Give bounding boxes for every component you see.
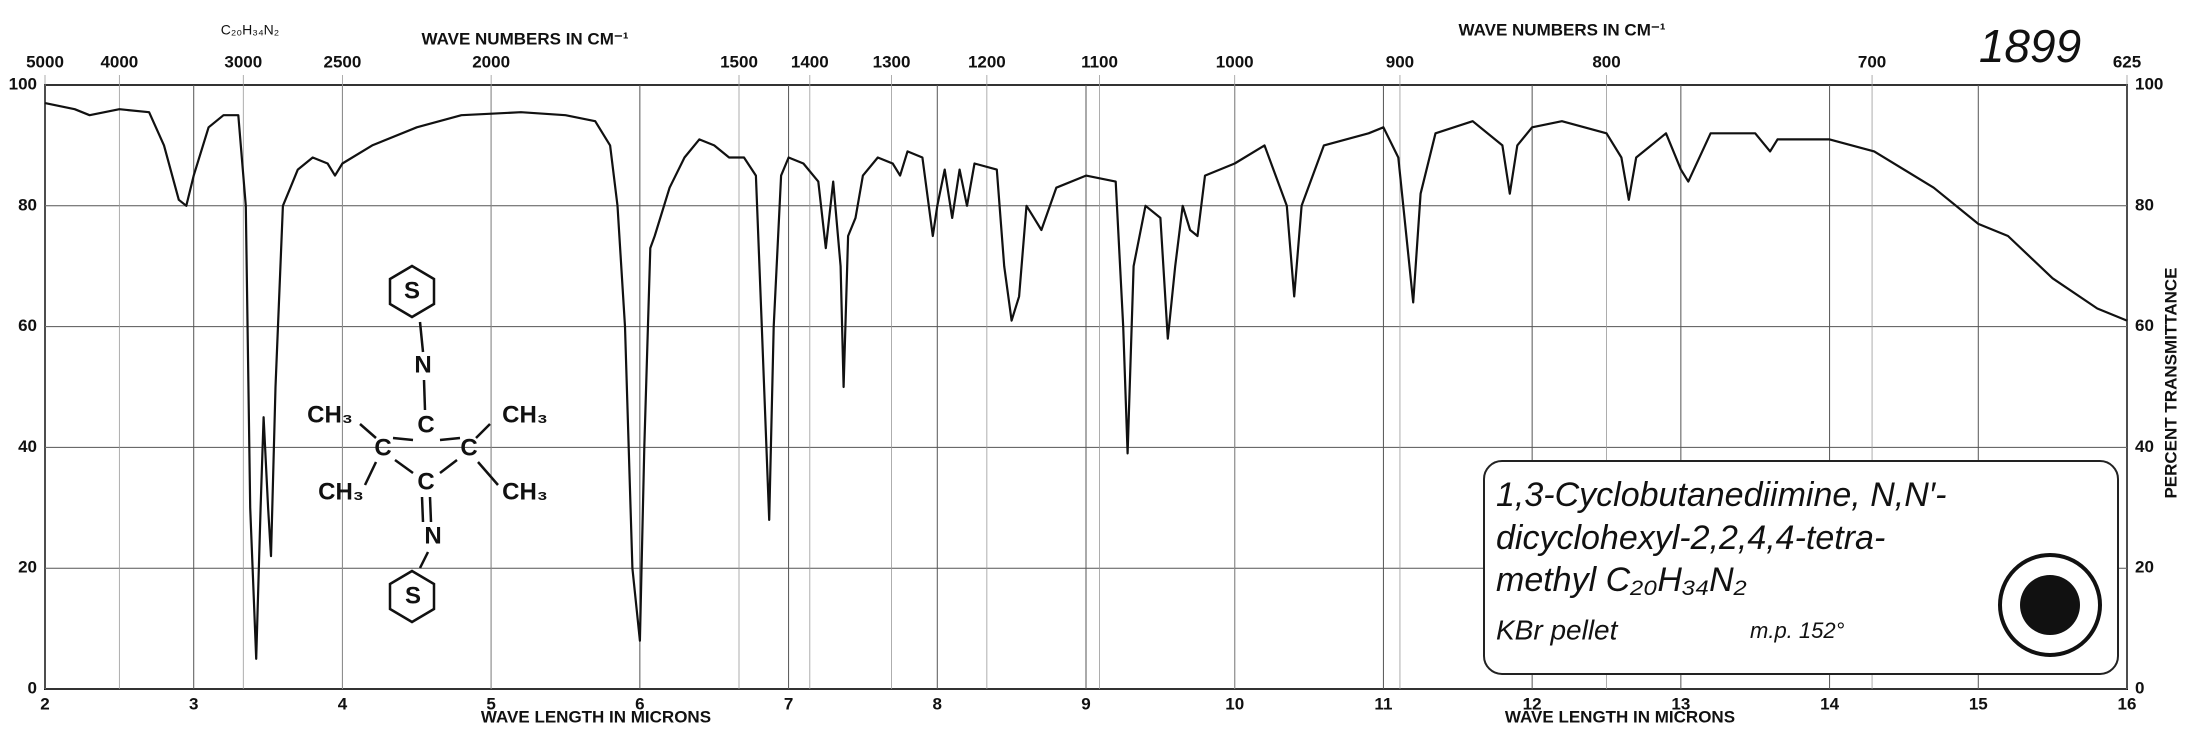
bond	[439, 459, 458, 474]
spectrum-line	[44, 102, 2128, 660]
bond	[359, 423, 377, 439]
x-tick-label: 8	[933, 694, 942, 713]
x-tick-label: 4	[338, 694, 348, 713]
bond	[392, 436, 414, 442]
top-tick-label: 700	[1858, 52, 1886, 71]
note-line: dicyclohexyl-2,2,4,4-tetra-	[1496, 519, 1885, 557]
bond	[363, 461, 378, 486]
atom: S	[405, 582, 421, 609]
top-tick-label: 625	[2113, 52, 2141, 71]
atom: CH₃	[307, 401, 353, 428]
top-tick-label: 1100	[1081, 52, 1118, 71]
y-tick-label: 0	[28, 678, 37, 697]
top-tick-label: 1300	[873, 52, 911, 71]
x-tick-label: 14	[1820, 694, 1839, 713]
bond	[475, 423, 491, 439]
note-box	[1483, 460, 2119, 675]
note-line: 1,3-Cyclobutanediimine, N,N′-	[1496, 476, 1946, 514]
y-tick-label: 40	[18, 437, 37, 456]
x-tick-label: 15	[1969, 694, 1988, 713]
y-tick-label: 100	[9, 74, 37, 93]
top-tick-label: 1000	[1216, 52, 1254, 71]
atom: CH₃	[318, 478, 364, 505]
atom: C	[460, 434, 477, 461]
top-tick-label: 1500	[720, 52, 758, 71]
y-tick-label-right: 80	[2135, 195, 2154, 214]
bottom-axis-title: WAVE LENGTH IN MICRONS	[1505, 707, 1735, 726]
x-tick-label: 7	[784, 694, 793, 713]
y-tick-label-right: 100	[2135, 74, 2163, 93]
atom: N	[424, 522, 441, 549]
top-tick-label: 4000	[100, 52, 138, 71]
atom: N	[414, 351, 431, 378]
y-tick-label-right: 0	[2135, 678, 2144, 697]
x-tick-label: 9	[1081, 694, 1090, 713]
x-tick-label: 10	[1225, 694, 1244, 713]
note-mp: m.p. 152°	[1750, 618, 1845, 643]
top-tick-label: 3000	[224, 52, 262, 71]
formula-header: C₂₀H₃₄N₂	[221, 22, 279, 38]
bond	[422, 379, 427, 411]
top-tick-label: 5000	[26, 52, 64, 71]
bond	[394, 458, 414, 475]
top-axis-title: WAVE NUMBERS IN CM⁻¹	[1459, 20, 1666, 39]
x-tick-label: 11	[1374, 694, 1392, 713]
y-tick-label-right: 40	[2135, 437, 2154, 456]
bottom-axis-title: WAVE LENGTH IN MICRONS	[481, 707, 711, 726]
atom: C	[417, 468, 434, 495]
top-axis-title: WAVE NUMBERS IN CM⁻¹	[422, 29, 629, 48]
bond	[439, 436, 461, 442]
x-tick-label: 16	[2118, 694, 2137, 713]
x-tick-label: 13	[1671, 694, 1690, 713]
note-medium: KBr pellet	[1496, 614, 1619, 645]
note-line: methyl C₂₀H₃₄N₂	[1496, 561, 1747, 599]
top-tick-label: 2500	[324, 52, 362, 71]
x-tick-label: 3	[189, 694, 198, 713]
x-tick-label: 5	[486, 694, 495, 713]
top-tick-label: 900	[1386, 52, 1414, 71]
top-tick-label: 2000	[472, 52, 510, 71]
y-tick-label-right: 60	[2135, 316, 2154, 335]
atom: CH₃	[502, 478, 548, 505]
atom: CH₃	[502, 401, 548, 428]
ring	[388, 569, 436, 624]
spectrum-number: 1899	[1979, 20, 2081, 72]
bond	[418, 551, 430, 569]
y-tick-label: 60	[18, 316, 37, 335]
top-tick-label: 1200	[968, 52, 1006, 71]
right-axis-title: PERCENT TRANSMITTANCE	[2161, 267, 2180, 498]
top-tick-label: 1400	[791, 52, 829, 71]
y-tick-label-right: 20	[2135, 558, 2154, 577]
ring	[388, 264, 436, 319]
x-tick-label: 2	[40, 694, 49, 713]
bond	[428, 496, 433, 523]
structure	[359, 264, 499, 624]
logo	[2020, 575, 2080, 635]
bond	[418, 321, 425, 353]
x-tick-label: 12	[1523, 694, 1542, 713]
bond	[477, 461, 499, 486]
y-tick-label: 80	[18, 195, 37, 214]
y-tick-label: 20	[18, 558, 37, 577]
bond	[420, 496, 425, 523]
atom: S	[404, 277, 420, 304]
top-tick-label: 800	[1592, 52, 1620, 71]
x-tick-label: 6	[635, 694, 644, 713]
structure-labels: S N C C C C CH₃ CH₃ CH₃ CH₃ N S	[307, 277, 548, 609]
atom: C	[374, 434, 391, 461]
atom: C	[417, 411, 434, 438]
